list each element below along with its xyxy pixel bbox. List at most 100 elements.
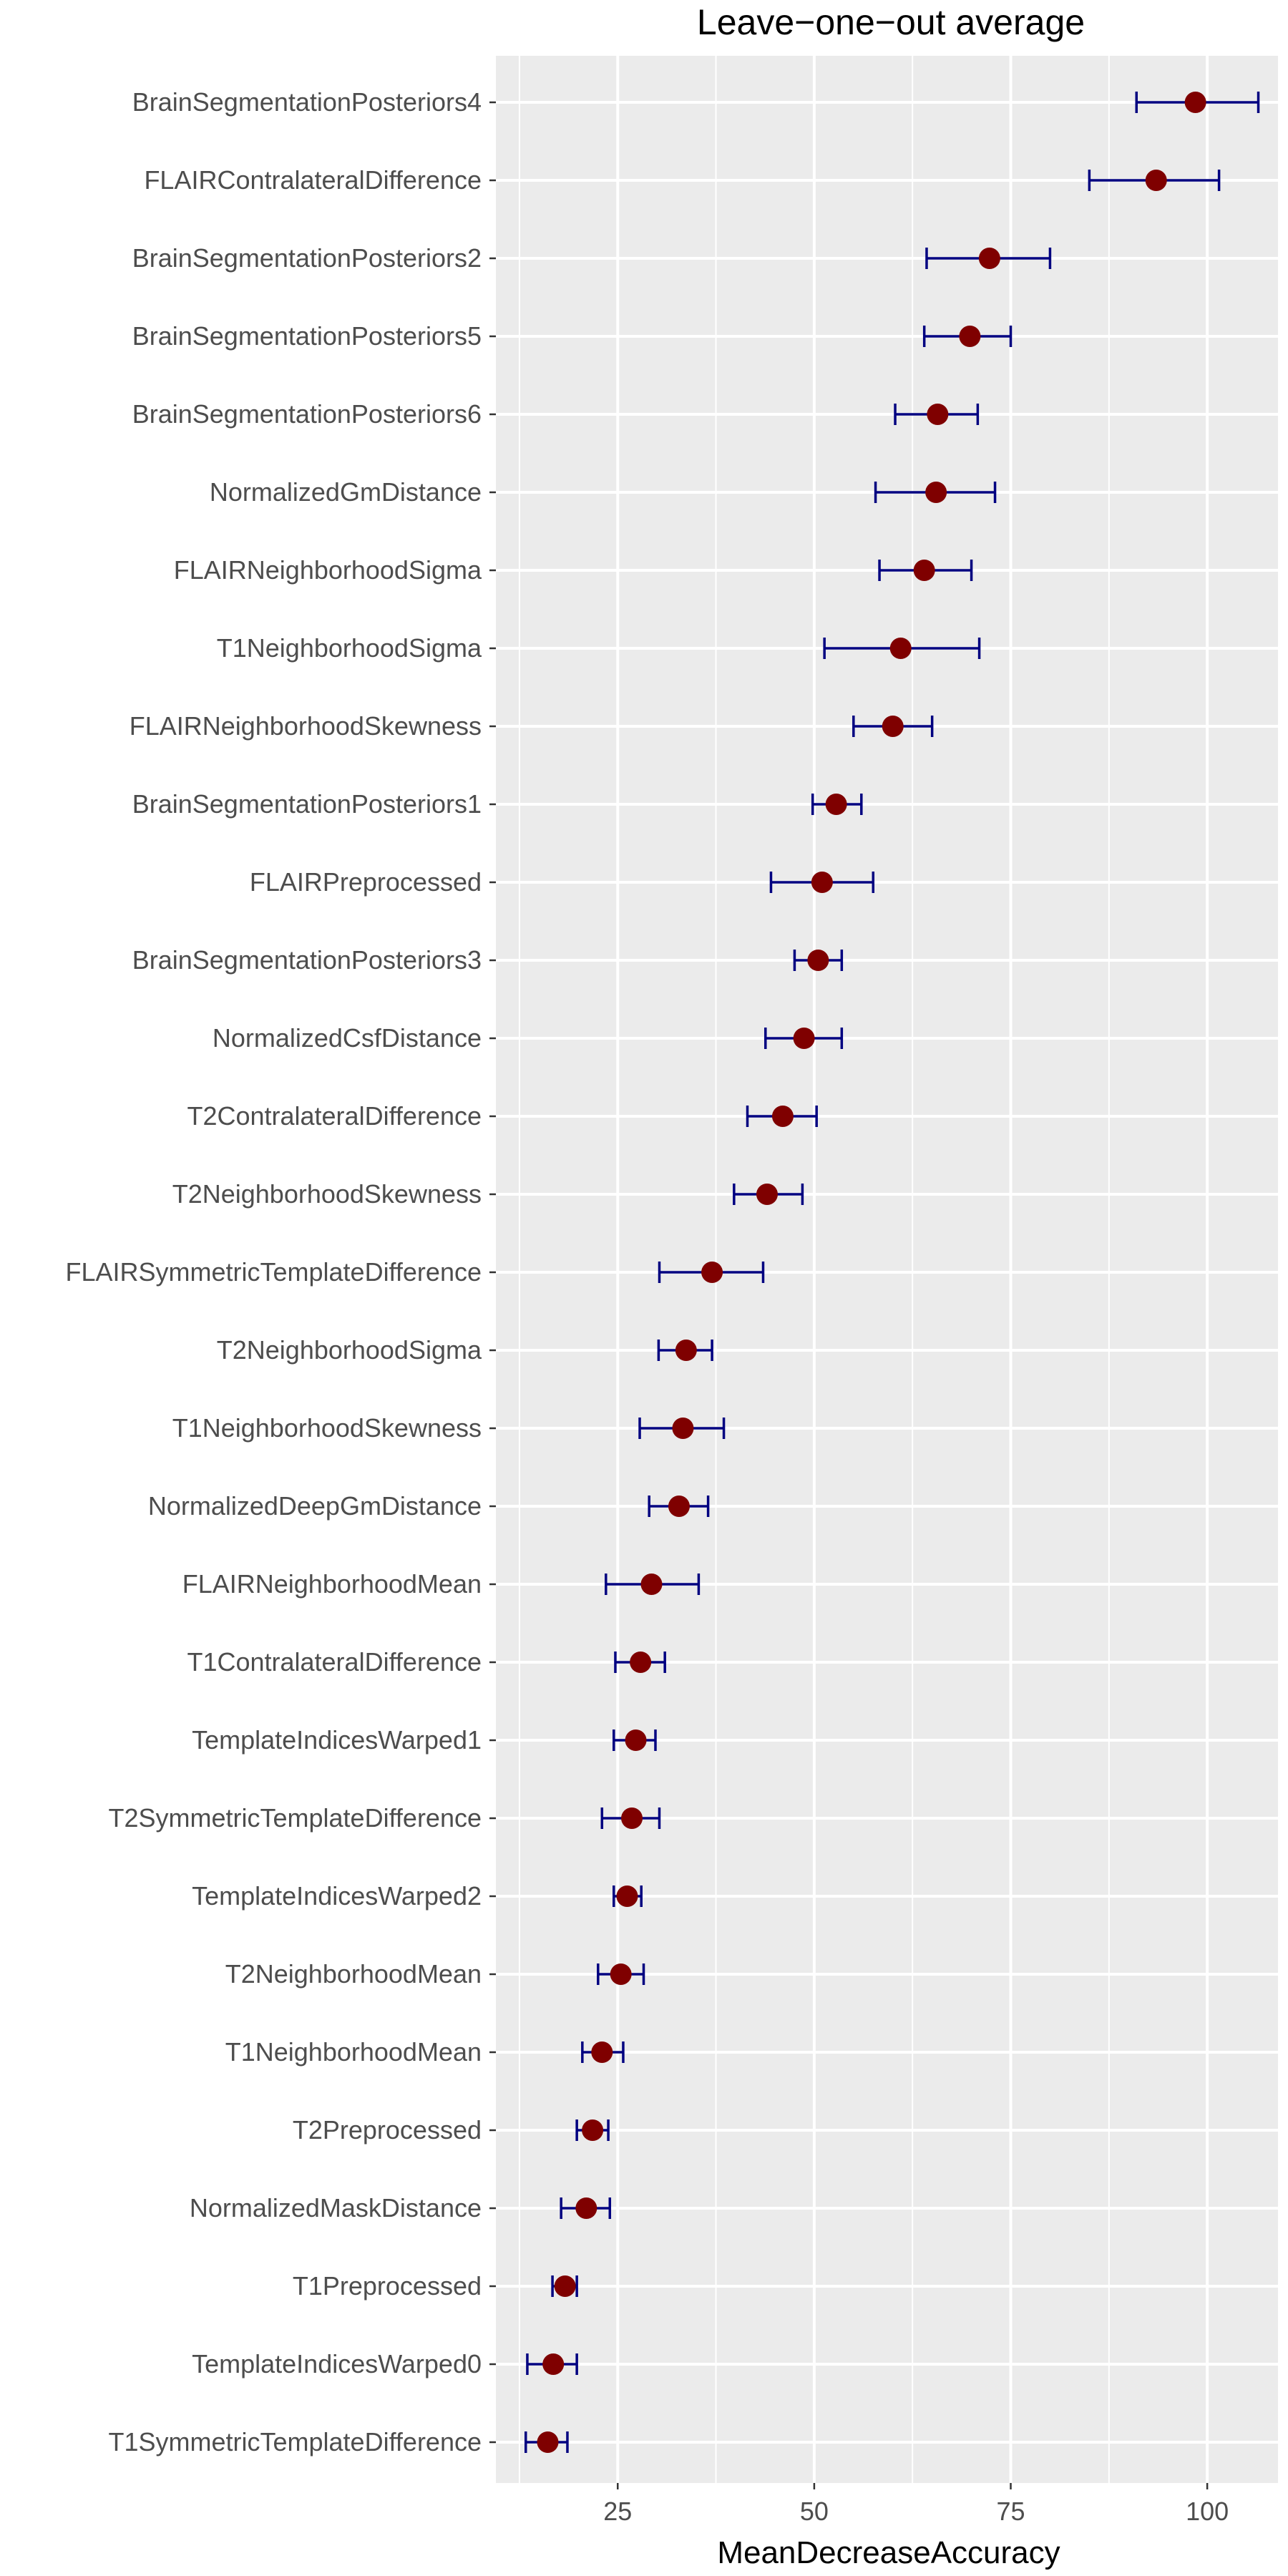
data-point [616, 1885, 638, 1907]
error-bar-group [769, 872, 875, 893]
data-point [582, 2119, 604, 2141]
data-point [672, 1418, 694, 1439]
y-tick-label: FLAIRNeighborhoodMean [182, 1569, 482, 1599]
error-bar-group [1135, 92, 1260, 113]
y-tick-label: T1NeighborhoodMean [225, 2037, 482, 2067]
x-tick-label: 75 [996, 2497, 1025, 2526]
y-tick-label: NormalizedGmDistance [210, 477, 482, 507]
error-bar-group [764, 1028, 844, 1049]
data-point [889, 638, 912, 659]
y-tick-label: BrainSegmentationPosteriors6 [132, 399, 482, 429]
data-point [1145, 170, 1167, 191]
data-point [610, 1963, 632, 1985]
error-bar-group [793, 950, 844, 971]
y-tick-label: BrainSegmentationPosteriors5 [132, 321, 482, 351]
error-bar-group [600, 1807, 661, 1829]
data-point [675, 1340, 697, 1361]
error-bar-group [733, 1184, 804, 1205]
error-bar-group [922, 326, 1013, 347]
data-point [959, 326, 981, 347]
data-point [811, 872, 833, 893]
y-tick-label: NormalizedMaskDistance [190, 2193, 482, 2223]
error-bar-group [823, 638, 981, 659]
error-bar-group [878, 560, 973, 581]
error-bar-group [894, 404, 980, 425]
x-axis-title: MeanDecreaseAccuracy [717, 2535, 1060, 2570]
x-axis-ticks: 25 50 75 100 [603, 2483, 1229, 2526]
data-point [630, 1652, 652, 1673]
error-bar-group [581, 2041, 625, 2063]
y-tick-label: T2NeighborhoodSigma [217, 1335, 482, 1365]
error-bar-group [597, 1963, 645, 1985]
y-tick-label: T1NeighborhoodSigma [217, 633, 482, 663]
plot-background [496, 56, 1278, 2483]
data-point [591, 2041, 613, 2063]
data-point [925, 482, 947, 503]
data-point [701, 1262, 723, 1283]
y-tick-label: BrainSegmentationPosteriors2 [132, 243, 482, 273]
y-tick-label: T1Preprocessed [293, 2271, 482, 2301]
y-tick-label: T2Preprocessed [293, 2115, 482, 2145]
error-bar-group [613, 1729, 657, 1751]
data-point [575, 2197, 597, 2219]
y-tick-label: FLAIRPreprocessed [250, 867, 482, 897]
y-tick-label: T2ContralateralDifference [187, 1101, 482, 1131]
y-tick-label: T2NeighborhoodMean [225, 1959, 482, 1989]
y-tick-label: FLAIRNeighborhoodSkewness [130, 711, 482, 741]
y-tick-label: BrainSegmentationPosteriors1 [132, 789, 482, 819]
y-tick-label: FLAIRContralateralDifference [144, 165, 482, 195]
error-bar-group [614, 1652, 666, 1673]
y-tick-label: NormalizedDeepGmDistance [148, 1491, 482, 1521]
y-tick-label: BrainSegmentationPosteriors4 [132, 87, 482, 117]
error-bar-group [560, 2197, 612, 2219]
data-point [978, 248, 1000, 269]
error-bar-group [575, 2119, 610, 2141]
error-bar-group [657, 1340, 713, 1361]
error-bar-group [874, 482, 997, 503]
data-point [807, 950, 829, 971]
data-point [621, 1807, 643, 1829]
x-tick-label: 25 [603, 2497, 632, 2526]
y-tick-label: T1NeighborhoodSkewness [172, 1413, 482, 1443]
data-point [793, 1028, 815, 1049]
data-point [825, 794, 847, 815]
y-tick-label: TemplateIndicesWarped0 [192, 2349, 482, 2379]
chart-title: Leave−one−out average [697, 2, 1085, 42]
data-point [882, 716, 904, 737]
data-point [771, 1106, 794, 1127]
y-tick-label: FLAIRNeighborhoodSigma [174, 555, 482, 585]
data-point [640, 1574, 663, 1595]
error-bar-group [1088, 170, 1221, 191]
data-point [913, 560, 935, 581]
error-bar-group [613, 1885, 643, 1907]
y-tick-label: T1ContralateralDifference [187, 1647, 482, 1677]
y-tick-label: TemplateIndicesWarped1 [192, 1725, 482, 1755]
data-point [1184, 92, 1206, 113]
error-bar-group [746, 1106, 818, 1127]
error-bar-group [551, 2275, 578, 2297]
error-bar-group [605, 1574, 701, 1595]
y-tick-label: T2SymmetricTemplateDifference [108, 1803, 482, 1833]
y-tick-label: BrainSegmentationPosteriors3 [132, 945, 482, 975]
error-bar-group [648, 1496, 710, 1517]
error-bar-group [925, 248, 1052, 269]
data-point [537, 2431, 559, 2453]
y-tick-label: FLAIRSymmetricTemplateDifference [65, 1257, 482, 1287]
error-bar-group [658, 1262, 765, 1283]
plot-panel [496, 56, 1278, 2483]
y-tick-label: NormalizedCsfDistance [213, 1023, 482, 1053]
error-bar-group [852, 716, 934, 737]
data-point [625, 1729, 647, 1751]
error-bar-group [638, 1418, 726, 1439]
data-point [542, 2353, 565, 2375]
y-tick-label: T1SymmetricTemplateDifference [108, 2427, 482, 2457]
error-bar-group [524, 2431, 569, 2453]
data-point [554, 2275, 576, 2297]
data-point [927, 404, 949, 425]
x-tick-label: 50 [800, 2497, 829, 2526]
error-bar-group [526, 2353, 578, 2375]
y-tick-label: T2NeighborhoodSkewness [172, 1179, 482, 1209]
data-point [756, 1184, 778, 1205]
error-bar-group [811, 794, 863, 815]
